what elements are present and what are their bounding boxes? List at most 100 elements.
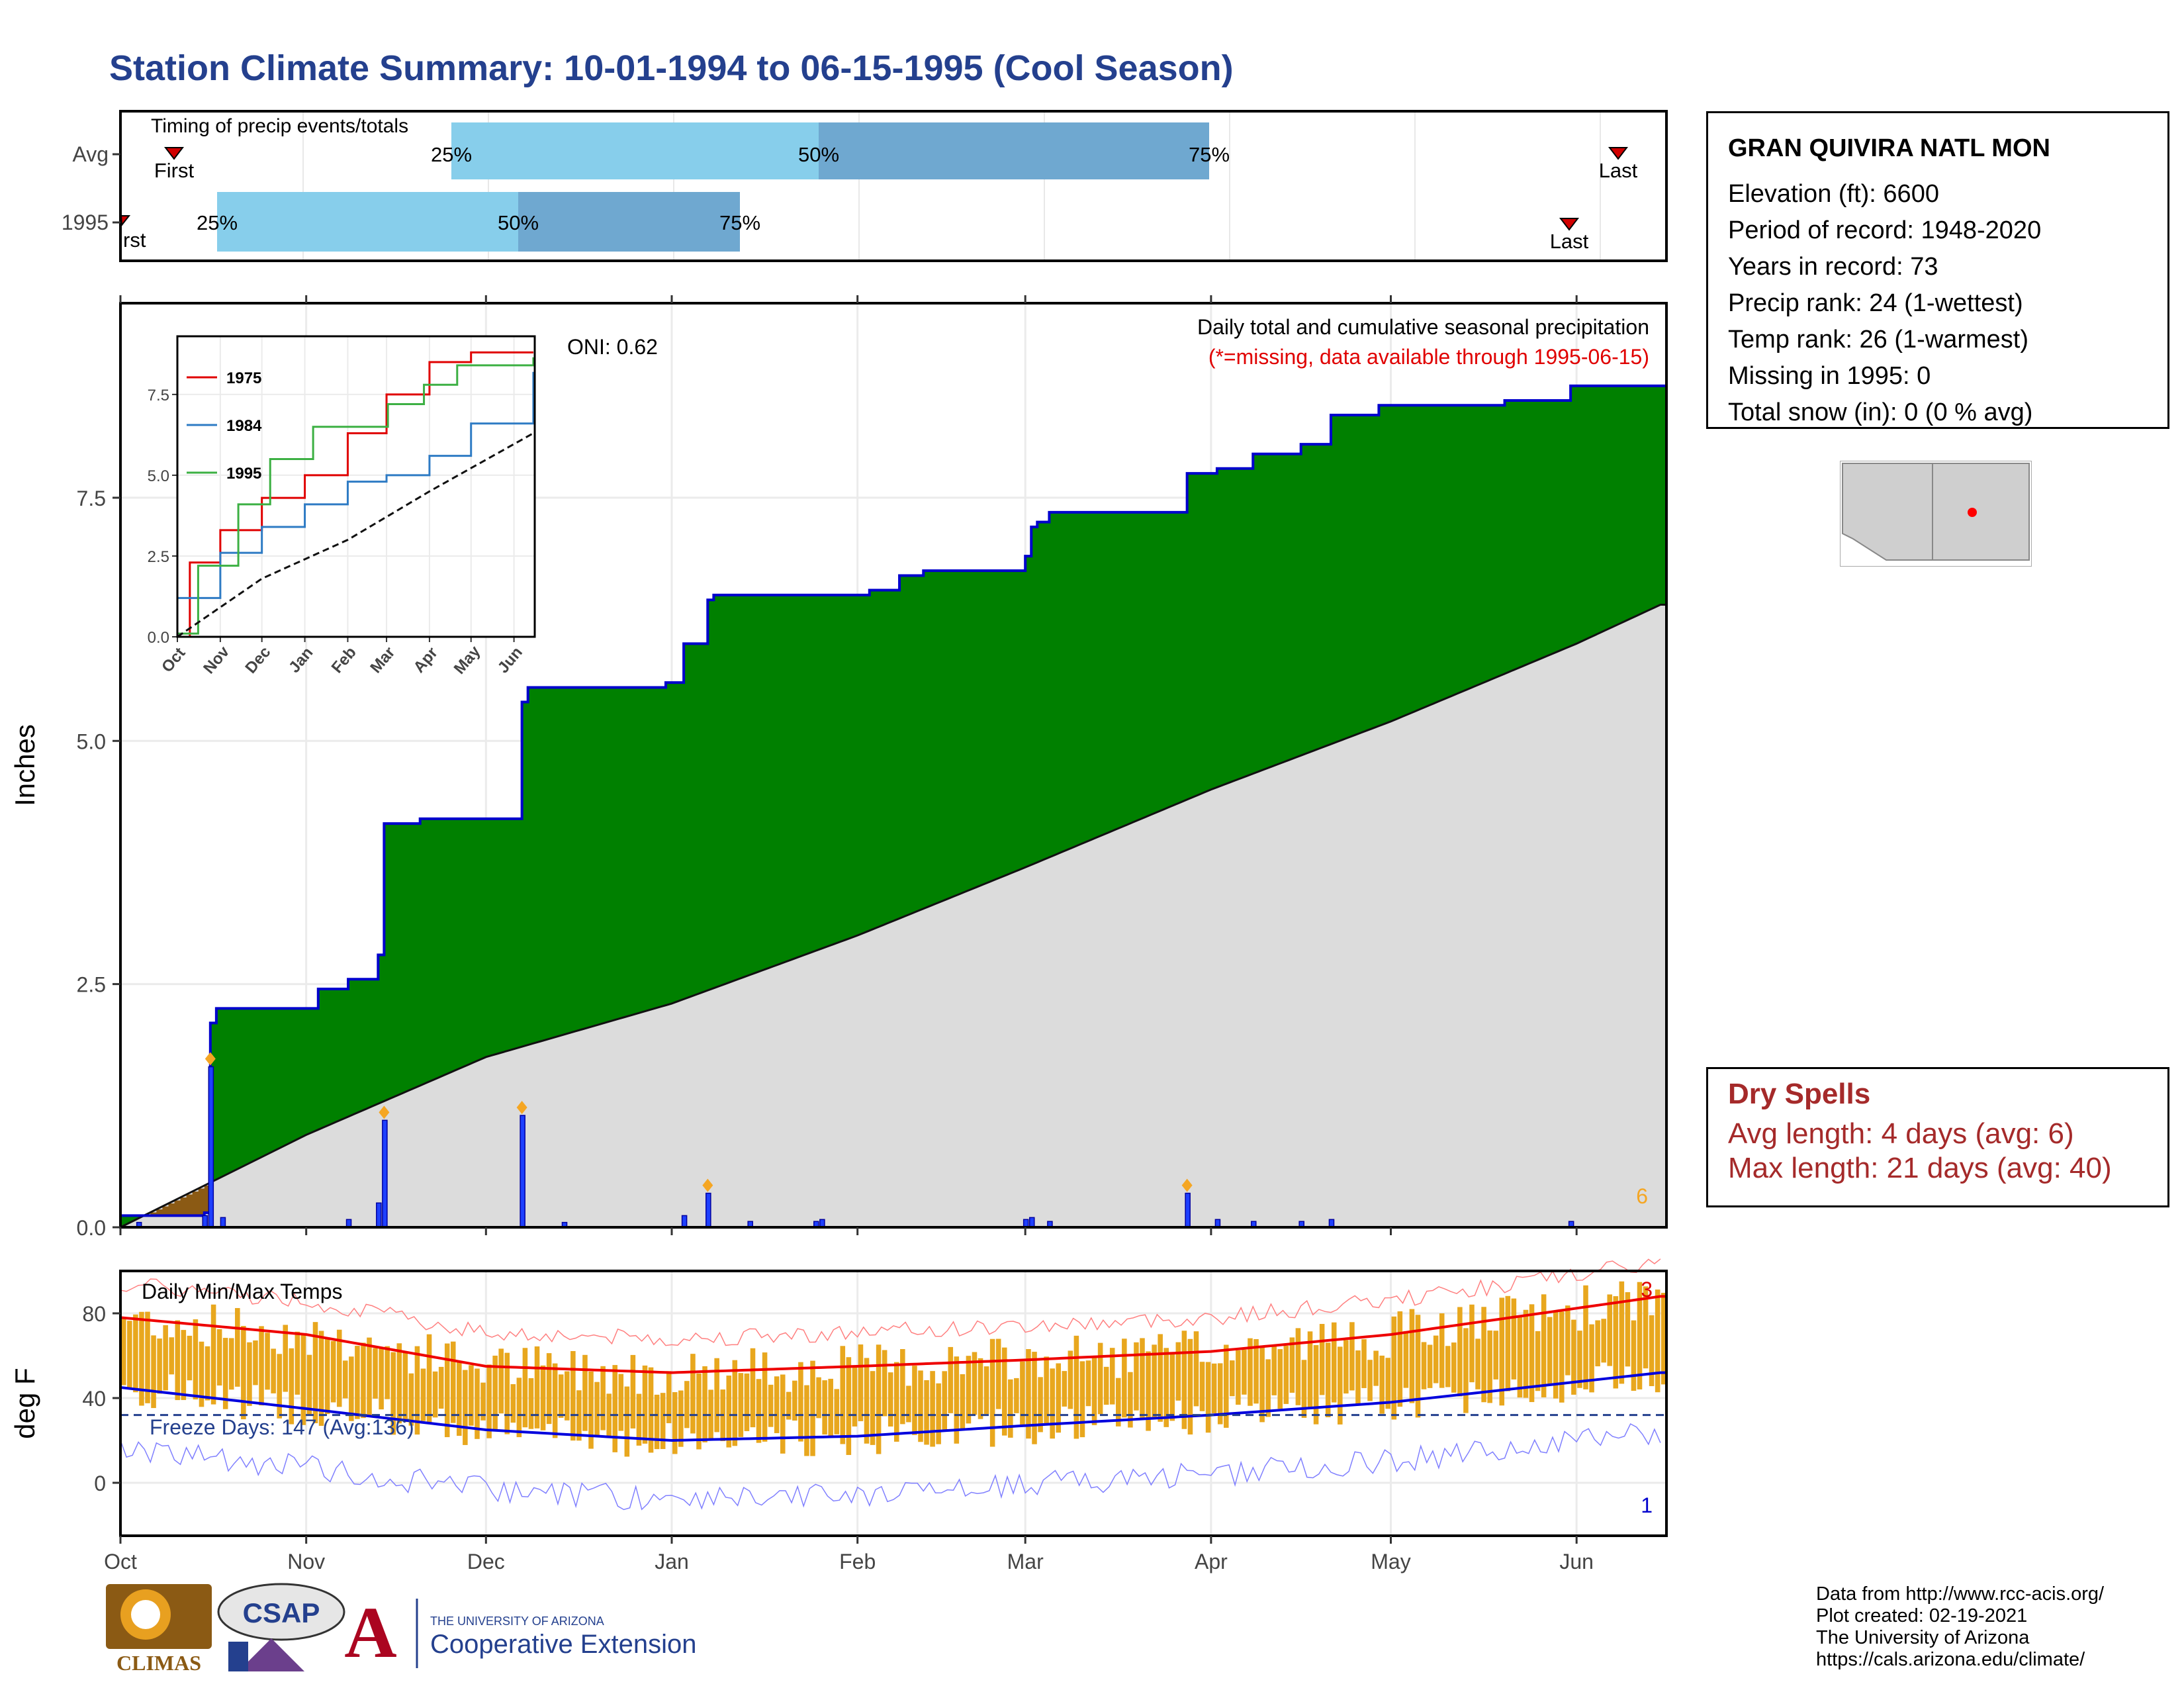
daily-temp-range-bar	[522, 1348, 528, 1428]
daily-temp-range-bar	[1295, 1328, 1301, 1405]
csap-text: CSAP	[243, 1597, 320, 1628]
daily-precip-marker	[1181, 1178, 1193, 1192]
daily-temp-range-bar	[726, 1376, 732, 1448]
daily-temp-range-bar	[558, 1374, 564, 1418]
month-label: Dec	[467, 1550, 505, 1573]
daily-temp-range-bar	[1134, 1342, 1139, 1411]
daily-temp-range-bar	[133, 1314, 138, 1393]
daily-temp-range-bar	[1199, 1362, 1205, 1411]
daily-temp-range-bar	[989, 1338, 995, 1447]
daily-temp-range-bar	[330, 1340, 336, 1403]
daily-temp-range-bar	[379, 1347, 384, 1410]
timing-avg-first-marker	[163, 147, 185, 160]
daily-precip-bar	[382, 1119, 388, 1228]
daily-temp-range-bar	[1541, 1294, 1547, 1397]
daily-temp-range-bar	[1181, 1331, 1187, 1429]
daily-temp-range-bar	[1319, 1324, 1325, 1395]
daily-temp-range-bar	[660, 1393, 666, 1449]
daily-temp-range-bar	[1014, 1378, 1019, 1413]
daily-temp-range-bar	[1073, 1335, 1079, 1439]
daily-temp-range-bar	[1367, 1360, 1373, 1401]
daily-temp-range-bar	[1643, 1286, 1649, 1369]
temp-y-tick-label: 0	[94, 1472, 106, 1495]
daily-temp-range-bar	[995, 1338, 1001, 1409]
daily-temp-range-bar	[1397, 1311, 1403, 1407]
daily-temp-range-bar	[1547, 1317, 1553, 1384]
daily-temp-range-bar	[1056, 1363, 1062, 1433]
daily-temp-range-bar	[498, 1348, 504, 1414]
daily-temp-range-bar	[504, 1352, 510, 1434]
daily-temp-range-bar	[271, 1348, 276, 1393]
daily-temp-range-bar	[175, 1320, 181, 1401]
daily-temp-range-bar	[1187, 1338, 1193, 1435]
daily-temp-range-bar	[1211, 1363, 1217, 1414]
daily-temp-range-bar	[1613, 1296, 1619, 1389]
avg-tmax-line	[120, 1295, 1666, 1374]
daily-temp-range-bar	[702, 1366, 707, 1442]
daily-temp-range-bar	[966, 1356, 972, 1424]
inset-legend-label: 1984	[226, 417, 262, 435]
daily-precip-bar	[1185, 1192, 1191, 1228]
timing-avg-q50-q75-bar	[819, 122, 1209, 179]
daily-temp-range-bar	[1163, 1348, 1169, 1427]
daily-temp-range-bar	[367, 1337, 372, 1416]
daily-temp-range-bar	[1505, 1295, 1511, 1391]
daily-temp-range-bar	[1349, 1322, 1355, 1391]
daily-temp-range-bar	[1116, 1378, 1121, 1427]
daily-temp-range-bar	[1242, 1349, 1247, 1395]
daily-temp-range-bar	[1361, 1339, 1367, 1388]
daily-temp-range-bar	[1637, 1282, 1643, 1389]
daily-temp-range-bar	[1487, 1330, 1492, 1403]
daily-temp-range-bar	[1325, 1342, 1331, 1417]
daily-temp-range-bar	[696, 1373, 702, 1450]
timing-avg-last-marker	[1608, 147, 1629, 160]
daily-temp-range-bar	[1499, 1297, 1505, 1406]
page-title: Station Climate Summary: 10-01-1994 to 0…	[109, 48, 1234, 88]
station-name: GRAN QUIVIRA NATL MON	[1728, 134, 2050, 162]
csap-logo: CSAP	[217, 1583, 345, 1671]
daily-temp-range-bar	[510, 1384, 516, 1423]
daily-precip-marker	[379, 1105, 390, 1119]
daily-temp-range-bar	[145, 1311, 150, 1403]
average-precip-line	[120, 604, 1666, 1229]
daily-temp-range-bar	[163, 1325, 168, 1391]
daily-temp-range-bar	[786, 1391, 792, 1420]
timing-row-avg-label: Avg	[72, 142, 109, 166]
timing-1995-q25-q50-bar	[217, 192, 518, 252]
daily-temp-range-bar	[960, 1374, 966, 1430]
daily-temp-range-bar	[1583, 1285, 1588, 1389]
timing-1995-q50-label: 50%	[498, 211, 539, 234]
daily-temp-range-bar	[1140, 1338, 1145, 1419]
precip-deficit-area	[144, 1185, 210, 1216]
daily-temp-range-bar	[1230, 1360, 1235, 1397]
daily-temp-range-bar	[1421, 1342, 1427, 1389]
station-line: Total snow (in): 0 (0 % avg)	[1728, 399, 2033, 426]
locator-map	[1840, 461, 2032, 567]
daily-temp-range-bar	[666, 1371, 672, 1423]
daily-temp-range-bar	[1457, 1307, 1463, 1397]
daily-temp-range-bar	[828, 1378, 833, 1438]
ua-logo: A THE UNIVERSITY OF ARIZONA Cooperative …	[344, 1592, 696, 1673]
daily-temp-range-bar	[210, 1304, 216, 1405]
daily-temp-range-bar	[678, 1390, 684, 1447]
daily-temp-range-bar	[318, 1331, 324, 1426]
daily-temp-range-bar	[606, 1393, 612, 1438]
daily-temp-range-bar	[684, 1381, 690, 1429]
timing-1995-last-marker	[1559, 218, 1580, 231]
daily-temp-range-bar	[636, 1393, 642, 1446]
precip-chart: 0.0 2.5 5.0 7.5 Inches Daily total and cumu…	[9, 295, 1668, 1240]
daily-temp-range-bar	[690, 1354, 696, 1434]
daily-precip-bar	[220, 1217, 226, 1228]
daily-temp-range-bar	[1565, 1305, 1570, 1376]
daily-temp-range-bar	[618, 1374, 624, 1431]
daily-temp-range-bar	[289, 1348, 295, 1425]
daily-temp-range-bar	[432, 1371, 438, 1418]
logos: CLIMAS CSAP A THE UNIVERSITY OF ARIZONA …	[106, 1583, 696, 1675]
daily-temp-range-bar	[1158, 1334, 1163, 1422]
daily-temp-range-bar	[1253, 1338, 1259, 1404]
climas-text: CLIMAS	[116, 1651, 201, 1675]
daily-temp-range-bar	[469, 1365, 474, 1426]
daily-temp-range-bar	[948, 1346, 954, 1413]
daily-temp-range-bar	[1625, 1292, 1631, 1367]
